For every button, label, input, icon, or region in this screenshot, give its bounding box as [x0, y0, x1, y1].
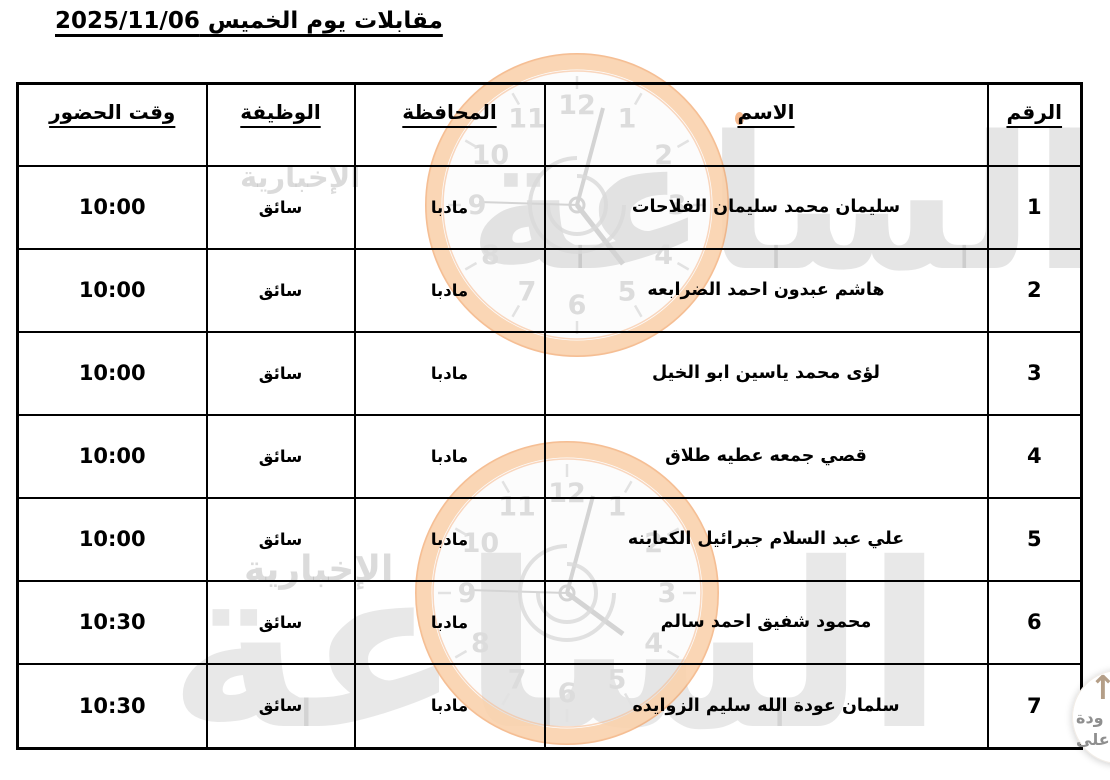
- cell-attendance-time: 10:00: [16, 413, 208, 499]
- table-row: 6 محمود شفيق احمد سالم مادبا سائق 10:30: [16, 579, 1083, 665]
- cell-number: 2: [986, 247, 1083, 333]
- interviews-table: الرقم الاسم المحافظة الوظيفة وقت الحضور …: [16, 82, 1083, 750]
- cell-number: 4: [986, 413, 1083, 499]
- cell-number: 5: [986, 496, 1083, 582]
- cell-job: سائق: [205, 579, 356, 665]
- column-header-governorate: المحافظة: [353, 82, 546, 167]
- cell-name: سليمان محمد سليمان الفلاحات: [543, 164, 989, 250]
- column-header-name: الاسم: [543, 82, 989, 167]
- page-title: مقابلات يوم الخميس 2025/11/06: [55, 8, 443, 34]
- cell-number: 1: [986, 164, 1083, 250]
- cell-governorate: مادبا: [353, 247, 546, 333]
- cell-attendance-time: 10:00: [16, 330, 208, 416]
- table-row: 1 سليمان محمد سليمان الفلاحات مادبا سائق…: [16, 164, 1083, 250]
- table-row: 3 لؤى محمد ياسين ابو الخيل مادبا سائق 10…: [16, 330, 1083, 416]
- cell-job: سائق: [205, 662, 356, 750]
- cell-number: 3: [986, 330, 1083, 416]
- column-header-job: الوظيفة: [205, 82, 356, 167]
- cell-job: سائق: [205, 330, 356, 416]
- cell-attendance-time: 10:00: [16, 247, 208, 333]
- cell-attendance-time: 10:30: [16, 662, 208, 750]
- cell-name: هاشم عبدون احمد الضرابعه: [543, 247, 989, 333]
- table-row: 7 سلمان عودة الله سليم الزوايده مادبا سا…: [16, 662, 1083, 750]
- cell-governorate: مادبا: [353, 413, 546, 499]
- cell-job: سائق: [205, 496, 356, 582]
- table-row: 4 قصي جمعه عطيه طلاق مادبا سائق 10:00: [16, 413, 1083, 499]
- column-header-number: الرقم: [986, 82, 1083, 167]
- cell-governorate: مادبا: [353, 579, 546, 665]
- cell-name: لؤى محمد ياسين ابو الخيل: [543, 330, 989, 416]
- cell-attendance-time: 10:30: [16, 579, 208, 665]
- table-row: 2 هاشم عبدون احمد الضرابعه مادبا سائق 10…: [16, 247, 1083, 333]
- cell-governorate: مادبا: [353, 330, 546, 416]
- cell-number: 6: [986, 579, 1083, 665]
- table-row: 5 علي عبد السلام جبرائيل الكعابنه مادبا …: [16, 496, 1083, 582]
- back-to-top-label: ودة على: [1076, 708, 1110, 749]
- cell-governorate: مادبا: [353, 662, 546, 750]
- cell-name: قصي جمعه عطيه طلاق: [543, 413, 989, 499]
- cell-job: سائق: [205, 164, 356, 250]
- cell-number: 7: [986, 662, 1083, 750]
- cell-job: سائق: [205, 247, 356, 333]
- cell-attendance-time: 10:00: [16, 496, 208, 582]
- table-body: 1 سليمان محمد سليمان الفلاحات مادبا سائق…: [16, 164, 1083, 750]
- cell-attendance-time: 10:00: [16, 164, 208, 250]
- cell-governorate: مادبا: [353, 496, 546, 582]
- cell-name: محمود شفيق احمد سالم: [543, 579, 989, 665]
- cell-name: علي عبد السلام جبرائيل الكعابنه: [543, 496, 989, 582]
- table-header-row: الرقم الاسم المحافظة الوظيفة وقت الحضور: [16, 82, 1083, 167]
- arrow-up-icon: ↑: [1089, 668, 1110, 707]
- cell-governorate: مادبا: [353, 164, 546, 250]
- cell-job: سائق: [205, 413, 356, 499]
- column-header-attendance-time: وقت الحضور: [16, 82, 208, 167]
- cell-name: سلمان عودة الله سليم الزوايده: [543, 662, 989, 750]
- back-to-top-button[interactable]: ↑ ودة على: [1072, 668, 1110, 764]
